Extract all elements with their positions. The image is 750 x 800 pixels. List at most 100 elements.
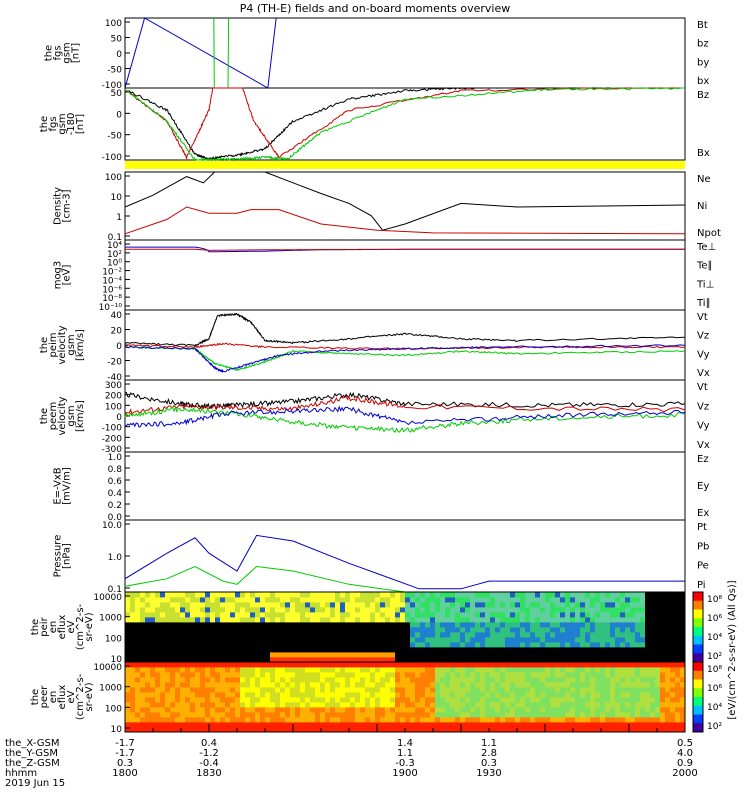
legend-Bt: Bt: [697, 20, 708, 31]
y-tick-label: 0.6: [108, 477, 123, 487]
series-peem_velocity-Vy: [124, 405, 686, 433]
x-row-value: 1930: [476, 768, 501, 779]
x-row-value: -1.2: [199, 748, 219, 759]
x-row-value: 0.4: [201, 738, 217, 749]
y-axis-label: en: [48, 621, 59, 634]
y-tick-label: 10000: [93, 663, 122, 673]
y-tick-label: 10²: [107, 250, 122, 260]
x-row-value: 1.1: [397, 748, 413, 759]
y-tick-label: 40: [111, 311, 123, 321]
colorbar-label: [eV/(cm^2-s-sr-eV) (All Qs)]: [727, 580, 738, 719]
colorbar-tick: 10²: [707, 722, 722, 732]
x-row-value: 1830: [196, 768, 221, 779]
legend-Vx: Vx: [697, 368, 710, 379]
y-tick-label: 10⁴: [107, 241, 122, 251]
y-axis-label: [eV]: [62, 265, 73, 286]
y-tick-label: -200: [102, 434, 123, 444]
colorbar-peir_eflux: [692, 591, 704, 663]
y-axis-label: eflux: [57, 615, 68, 640]
series-fgs_gsm-by: [213, 17, 230, 89]
legend-Bx: Bx: [697, 148, 710, 159]
series-pressure-Pi: [124, 534, 685, 590]
y-tick-label: 10⁻⁶: [102, 285, 122, 295]
x-row-value: -0.3: [395, 758, 415, 769]
y-axis-label: peer: [39, 685, 50, 709]
y-tick-label: 50: [111, 89, 123, 99]
legend-Bz: Bz: [697, 90, 709, 101]
y-tick-label: 200: [105, 392, 122, 402]
y-tick-label: 100: [105, 704, 122, 714]
y-axis-label: [nT]: [71, 43, 82, 63]
y-tick-label: 0.4: [108, 489, 123, 499]
x-row-value: 1800: [112, 768, 137, 779]
spectrogram-peir_eflux: [125, 592, 686, 663]
y-tick-label: 20: [111, 327, 123, 337]
y-axis-label: en: [48, 691, 59, 704]
colorbar-tick: 10⁴: [707, 633, 722, 643]
y-tick-label: 300: [105, 381, 122, 391]
y-tick-label: 1.0: [108, 553, 123, 563]
colorbar-tick: 10²: [707, 652, 722, 662]
legend-Pb: Pb: [697, 541, 709, 552]
y-axis-label: sr-eV): [84, 612, 95, 641]
y-axis-label: eV: [66, 690, 77, 703]
y-tick-label: 0: [116, 342, 122, 352]
y-tick-label: 0.1: [108, 585, 122, 595]
y-tick-label: 0.8: [108, 465, 123, 475]
colorbar-tick: 10⁴: [707, 703, 722, 713]
x-row-value: 1.1: [481, 738, 497, 749]
y-tick-label: 0: [116, 110, 122, 120]
y-axis-label: the: [39, 337, 50, 353]
colorbar-peer_eflux: [692, 661, 704, 733]
panel-frame-peem_velocity: [124, 379, 686, 453]
y-tick-label: 1000: [99, 684, 122, 694]
y-tick-label: -50: [107, 66, 122, 76]
series-peem_velocity-Vx: [124, 405, 686, 428]
x-row-value: 2000: [672, 768, 697, 779]
legend-Ex: Ex: [697, 508, 709, 519]
y-tick-label: 0: [116, 413, 122, 423]
series-fgs_gsm-bx: [124, 17, 277, 89]
y-tick-label: 100: [105, 19, 122, 29]
y-axis-label: (cm^2-s-: [75, 673, 86, 720]
y-tick-label: 0.1: [108, 233, 122, 243]
y-axis-label: [cm-3]: [62, 189, 73, 222]
y-axis-label: mog3: [53, 261, 64, 290]
series-fgs_gsm_offset-green: [124, 87, 685, 162]
y-axis-label: gsm: [62, 42, 73, 63]
y-tick-label: -40: [107, 373, 122, 383]
y-axis-label: peir: [39, 616, 50, 636]
series-peem_velocity-Vt: [124, 391, 686, 410]
y-axis-label: peim: [48, 332, 59, 357]
y-axis-label: fgs: [48, 116, 59, 131]
x-row-value: -0.4: [199, 758, 219, 769]
y-tick-label: 0.2: [108, 501, 122, 511]
panel-frame-fgs_gsm_offset: [124, 87, 686, 161]
y-tick-label: 50: [111, 35, 123, 45]
y-axis-label: E=-VxB: [53, 467, 64, 504]
series-fgs_gsm_offset-red: [124, 87, 685, 160]
y-tick-label: 10.0: [102, 521, 122, 531]
legend-Vz: Vz: [697, 331, 709, 342]
yellow-bar: [125, 161, 685, 169]
y-tick-label: 1: [116, 213, 122, 223]
chart-title: P4 (TH-E) fields and on-board moments ov…: [240, 2, 511, 15]
legend-Pt: Pt: [697, 522, 707, 533]
y-axis-label: the: [30, 619, 41, 635]
y-axis-label: (cm^2-s-: [75, 603, 86, 650]
legend-Vt: Vt: [697, 312, 708, 323]
y-tick-label: 1.0: [108, 453, 123, 463]
legend-by: by: [697, 57, 709, 68]
colorbar-tick: 10⁶: [707, 614, 722, 624]
x-row-value: 0.3: [481, 758, 497, 769]
legend-bz: bz: [697, 39, 709, 50]
colorbar-tick: 10⁶: [707, 684, 722, 694]
colorbar-tick: 10⁸: [707, 595, 722, 605]
legend-Ne: Ne: [697, 174, 711, 185]
x-row-value: 1.4: [397, 738, 413, 749]
y-axis-label: [mV/m]: [62, 467, 73, 505]
y-tick-label: 10⁻⁴: [102, 276, 122, 286]
y-tick-label: 100: [105, 402, 122, 412]
y-tick-label: 10: [111, 655, 123, 665]
